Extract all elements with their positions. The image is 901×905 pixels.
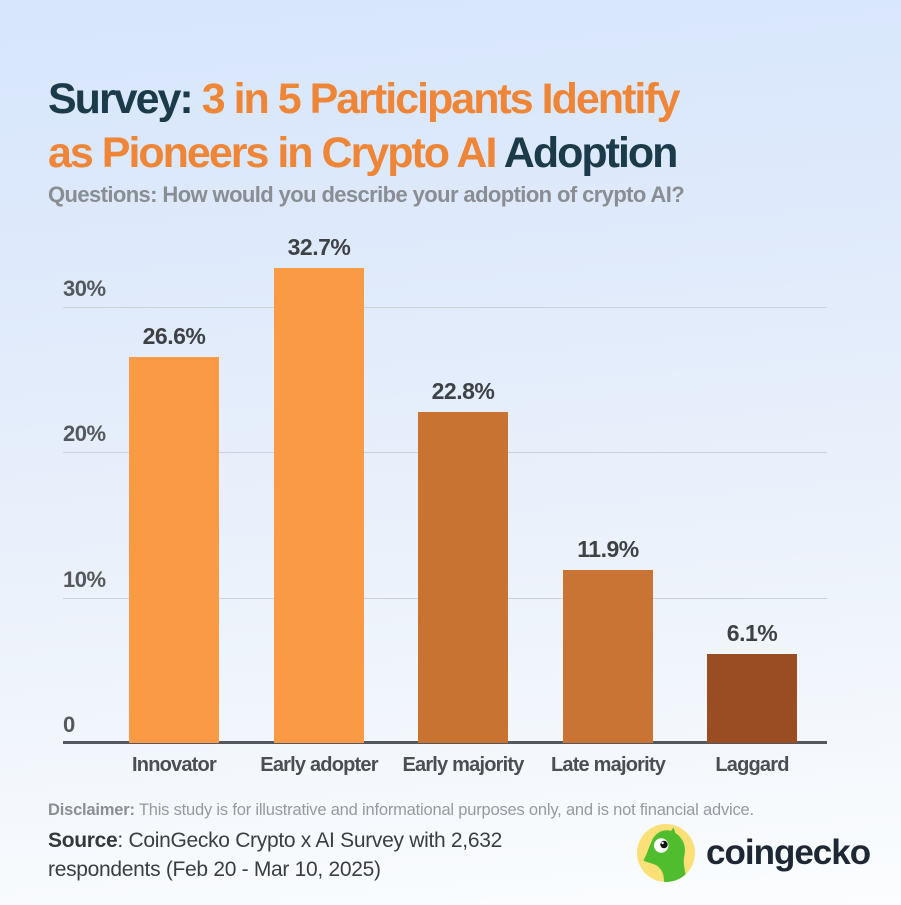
disclaimer: Disclaimer: This study is for illustrati… bbox=[48, 801, 868, 820]
title-line-1: Survey: 3 in 5 Participants Identify bbox=[48, 72, 878, 126]
y-axis-tick-label: 20% bbox=[63, 421, 106, 446]
coingecko-logo-text: coingecko bbox=[706, 833, 871, 872]
bar-early-adopter bbox=[274, 268, 364, 743]
bar-category-label: Laggard bbox=[715, 754, 789, 776]
source-line-2: respondents (Feb 20 - Mar 10, 2025) bbox=[48, 858, 381, 881]
bar-value-label: 26.6% bbox=[142, 323, 206, 349]
bar-value-label: 6.1% bbox=[726, 620, 778, 646]
bar-innovator bbox=[129, 357, 219, 743]
title-segment-dark-2: Adoption bbox=[503, 129, 679, 177]
bar-value-label: 11.9% bbox=[577, 536, 639, 562]
disclaimer-label: Disclaimer: bbox=[48, 801, 135, 819]
title-segment-orange-1: 3 in 5 Participants Identify bbox=[201, 75, 681, 123]
chart-subtitle-question: Questions: How would you describe your a… bbox=[48, 182, 685, 207]
bar-laggard bbox=[707, 654, 797, 743]
source-note: Source: CoinGecko Crypto x AI Survey wit… bbox=[48, 826, 628, 884]
y-axis-tick-label: 30% bbox=[63, 276, 106, 301]
coingecko-logo: coingecko bbox=[637, 824, 871, 882]
bar-late-majority bbox=[563, 570, 653, 743]
source-line-1: Source: CoinGecko Crypto x AI Survey wit… bbox=[48, 826, 628, 855]
coingecko-gecko-icon bbox=[637, 824, 695, 882]
disclaimer-text: This study is for illustrative and infor… bbox=[134, 801, 754, 819]
bar-value-label: 22.8% bbox=[431, 378, 495, 404]
gridline bbox=[63, 307, 827, 308]
bar-category-label: Early adopter bbox=[260, 754, 378, 776]
bar-value-label: 32.7% bbox=[287, 234, 351, 260]
title-line-2: as Pioneers in Crypto AI Adoption bbox=[48, 126, 878, 180]
source-label: Source bbox=[48, 829, 118, 852]
source-text-1: : CoinGecko Crypto x AI Survey with 2,63… bbox=[117, 829, 502, 852]
title-segment-orange-2: as Pioneers in Crypto AI bbox=[48, 129, 504, 177]
bar-early-majority bbox=[418, 412, 508, 743]
page-title: Survey: 3 in 5 Participants Identify as … bbox=[48, 72, 878, 180]
bar-category-label: Innovator bbox=[132, 754, 217, 776]
y-axis-tick-label: 0 bbox=[63, 712, 75, 737]
bar-category-label: Late majority bbox=[550, 754, 666, 776]
y-axis-tick-label: 10% bbox=[63, 567, 106, 592]
title-segment-dark-1: Survey: bbox=[48, 75, 202, 123]
bar-category-label: Early majority bbox=[402, 754, 524, 776]
